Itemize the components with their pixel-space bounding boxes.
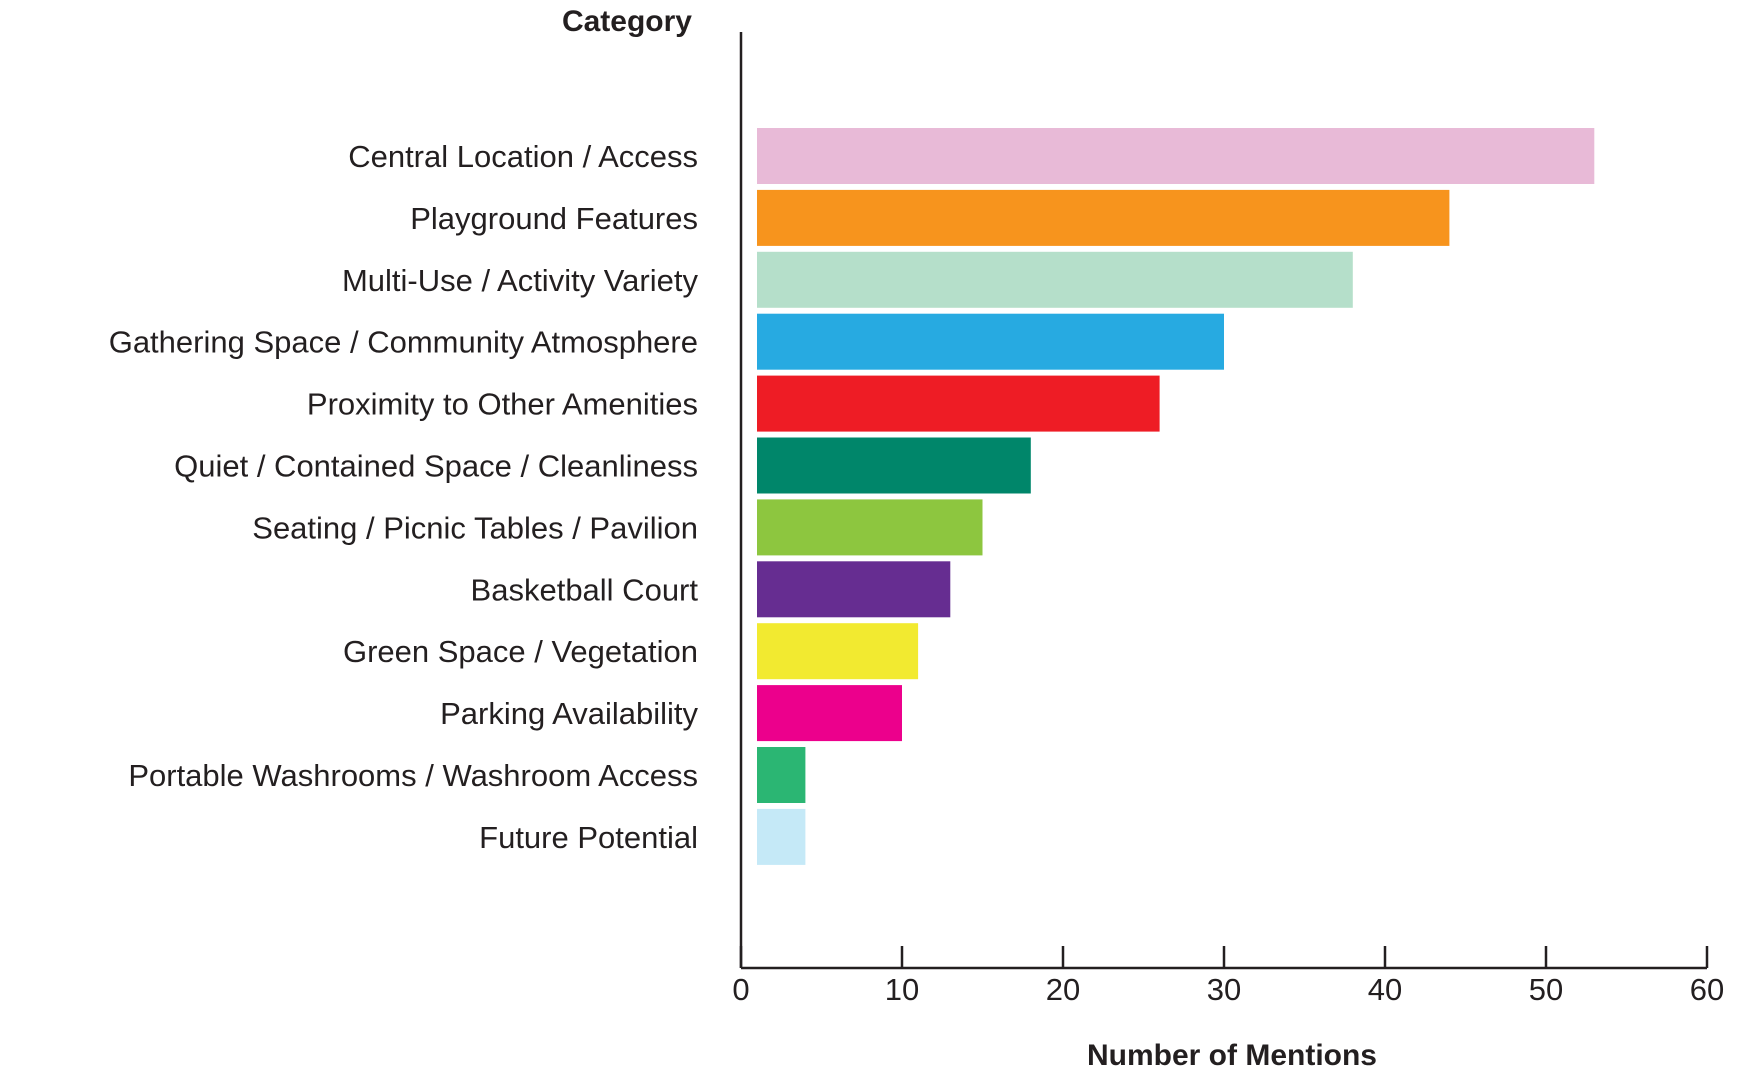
x-tick-label: 0 (732, 972, 749, 1007)
x-tick-label: 30 (1207, 972, 1241, 1007)
category-label: Central Location / Access (348, 139, 698, 174)
category-labels-group: Central Location / Access Playground Feat… (109, 139, 699, 855)
x-tick-label: 20 (1046, 972, 1080, 1007)
category-label: Parking Availability (440, 696, 698, 731)
x-tick-label: 50 (1529, 972, 1563, 1007)
bars-group (757, 128, 1595, 865)
category-label: Basketball Court (471, 572, 699, 607)
bar (757, 685, 902, 742)
category-label: Multi-Use / Activity Variety (342, 263, 699, 298)
category-label: Green Space / Vegetation (343, 634, 698, 669)
bar (757, 747, 806, 803)
y-axis-title: Category (562, 5, 692, 38)
bar (757, 251, 1353, 308)
bar (757, 561, 951, 618)
category-label: Quiet / Contained Space / Cleanliness (174, 449, 698, 484)
category-label: Seating / Picnic Tables / Pavilion (252, 510, 698, 545)
x-tick-label: 60 (1690, 972, 1724, 1007)
bar (757, 313, 1224, 370)
category-label: Portable Washrooms / Washroom Access (128, 758, 698, 793)
bar (757, 375, 1160, 432)
bar (757, 189, 1450, 246)
bar (757, 623, 919, 680)
category-label: Future Potential (479, 820, 698, 855)
bar (757, 808, 806, 865)
category-label: Playground Features (410, 201, 698, 236)
category-label: Proximity to Other Amenities (307, 387, 698, 422)
bar (757, 128, 1595, 184)
bar (757, 437, 1031, 494)
category-label: Gathering Space / Community Atmosphere (109, 325, 698, 360)
bar (757, 499, 983, 556)
x-tick-label: 40 (1368, 972, 1402, 1007)
x-tick-label: 10 (885, 972, 919, 1007)
x-axis-title: Number of Mentions (1087, 1039, 1377, 1072)
x-ticks-group: 0 10 20 30 40 50 60 (732, 946, 1724, 1007)
